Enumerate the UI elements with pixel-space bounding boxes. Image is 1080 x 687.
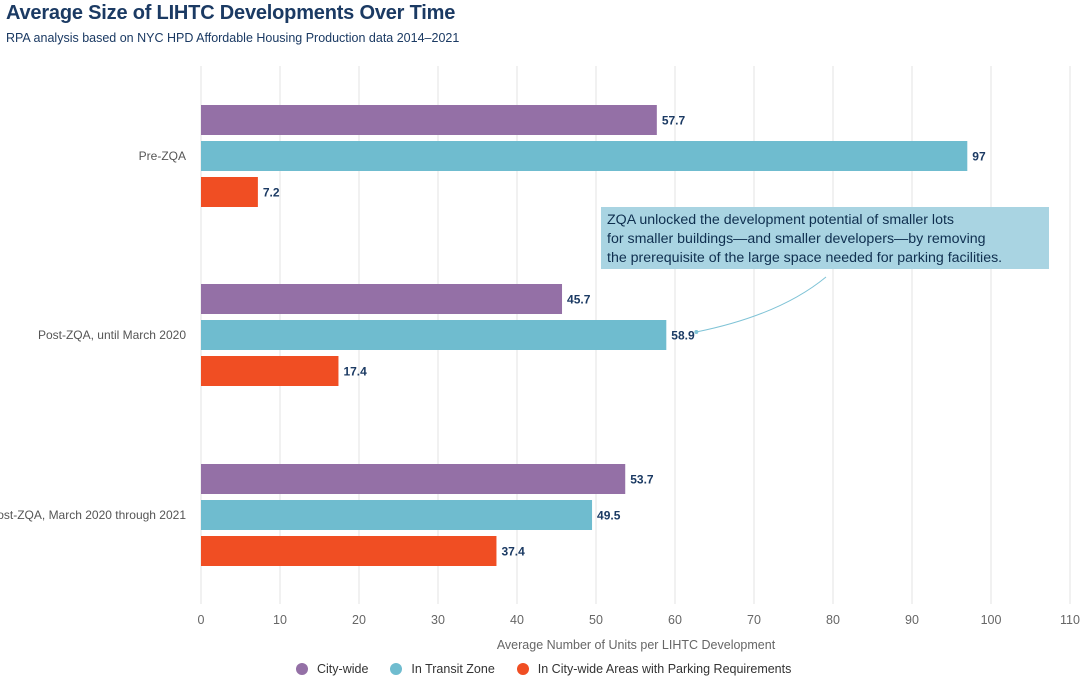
bar (201, 320, 667, 350)
callout-line-1: ZQA unlocked the development potential o… (607, 212, 954, 228)
legend-item-transit-zone[interactable]: In Transit Zone (390, 662, 495, 676)
chart-subtitle: RPA analysis based on NYC HPD Affordable… (6, 31, 460, 45)
x-tick-label: 70 (747, 613, 761, 627)
legend-item-city-wide[interactable]: City-wide (296, 662, 368, 676)
x-tick-label: 0 (198, 613, 205, 627)
bar (201, 284, 563, 314)
data-label: 97 (972, 150, 986, 164)
category-label: Post-ZQA, March 2020 through 2021 (0, 508, 186, 522)
callout-line-3: the prerequisite of the large space need… (607, 250, 1003, 266)
callout-leader-line (696, 276, 827, 333)
data-label: 17.4 (343, 365, 367, 379)
x-tick-label: 80 (826, 613, 840, 627)
data-label: 49.5 (597, 509, 621, 523)
data-label: 45.7 (567, 293, 591, 307)
data-label: 57.7 (662, 114, 686, 128)
legend-dot-transit-zone (390, 663, 403, 675)
x-tick-label: 20 (352, 613, 366, 627)
bar (201, 356, 339, 386)
x-tick-label: 40 (510, 613, 524, 627)
data-label: 37.4 (501, 545, 525, 559)
category-label: Pre-ZQA (139, 149, 186, 163)
x-tick-label: 90 (905, 613, 919, 627)
bar (201, 177, 258, 207)
chart-title: Average Size of LIHTC Developments Over … (6, 2, 456, 24)
x-tick-label: 10 (273, 613, 287, 627)
x-axis-title: Average Number of Units per LIHTC Develo… (497, 638, 776, 652)
bar (201, 464, 626, 494)
x-tick-label: 110 (1060, 613, 1080, 627)
legend-label: City-wide (317, 662, 369, 676)
x-tick-label: 100 (981, 613, 1002, 627)
bar-chart: 0 10 20 30 40 50 60 70 80 90 100 110 Average Number … (0, 66, 1080, 652)
legend: City-wide In Transit Zone In City-wide A… (296, 662, 813, 676)
bar (201, 500, 593, 530)
x-tick-label: 30 (431, 613, 445, 627)
legend-item-parking[interactable]: In City-wide Areas with Parking Requirem… (516, 662, 792, 676)
legend-label: In Transit Zone (411, 662, 495, 676)
bar (201, 141, 968, 171)
bar (201, 105, 657, 135)
legend-label: In City-wide Areas with Parking Requirem… (537, 662, 792, 676)
data-label: 53.7 (630, 473, 654, 487)
callout-leader-dot (694, 330, 699, 334)
data-label: 58.9 (671, 329, 695, 343)
data-label: 7.2 (263, 186, 280, 200)
legend-dot-parking (516, 663, 529, 675)
category-label: Post-ZQA, until March 2020 (38, 328, 186, 342)
legend-dot-city-wide (296, 663, 308, 675)
x-tick-label: 60 (668, 613, 682, 627)
callout-line-2: for smaller buildings—and smaller develo… (607, 231, 986, 247)
bar (201, 536, 497, 566)
annotation-callout: ZQA unlocked the development potential o… (601, 207, 1049, 269)
x-tick-label: 50 (589, 613, 603, 627)
